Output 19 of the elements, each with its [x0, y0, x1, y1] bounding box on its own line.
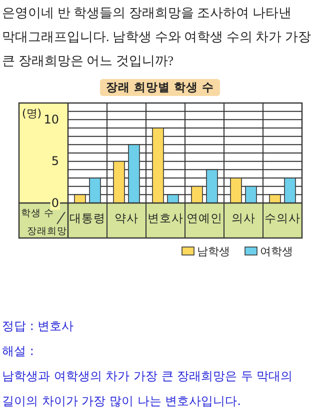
x-tick-label: 대통령 [70, 211, 106, 226]
text: 은영이네 반 학생들의 장래희망을 조사하여 나타낸 막대그래프입니다. 남학생 수와 여학생 수의 차가 가장 큰 장래희망은 어느 것입니까? [2, 5, 311, 68]
x-tick-label: 의사 [232, 211, 256, 226]
y-axis-title: 학생 수 [21, 208, 54, 219]
y-tick-label: 5 [51, 154, 59, 168]
x-tick-label: 변호사 [148, 211, 184, 226]
y-tick-label: 10 [44, 112, 59, 127]
x-tick-label: 약사 [114, 211, 138, 226]
text: 해설 : [2, 344, 34, 358]
x-tick-label: 연예인 [186, 211, 222, 226]
text: 남학생과 여학생의 차가 가장 큰 장래희망은 두 막대의 길이의 차이가 가장 많이 나는 변호사입니다. [2, 369, 293, 408]
x-axis-title: 장래희망 [27, 226, 67, 237]
y-tick-label: 0 [51, 196, 59, 210]
chart-title: 장래 희망별 학생 수 [106, 80, 214, 94]
x-tick-label: 수의사 [264, 211, 300, 226]
legend-label: 여학생 [260, 245, 293, 258]
legend-label: 남학생 [197, 245, 230, 258]
text: 정답 : 변호사 [2, 319, 74, 333]
text: (명) [22, 107, 42, 120]
